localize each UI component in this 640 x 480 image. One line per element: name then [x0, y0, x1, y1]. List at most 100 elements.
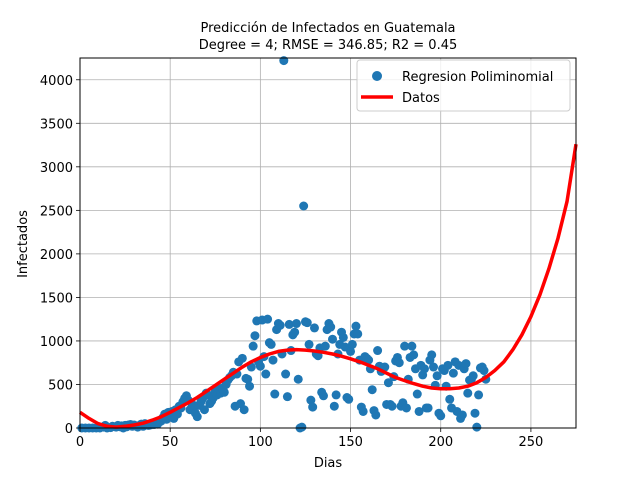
data-point — [401, 403, 411, 413]
data-point — [414, 406, 424, 416]
data-point — [331, 390, 341, 400]
x-tick-label: 250 — [518, 435, 543, 450]
data-point — [419, 364, 429, 374]
data-point — [445, 394, 455, 404]
data-point — [367, 385, 377, 395]
data-point — [263, 314, 273, 324]
data-point — [284, 319, 294, 329]
data-point — [346, 346, 356, 356]
plot-area: 0 50 100 150 200 250 0 500 1000 1500 2000 2500 3000… — [40, 56, 578, 450]
y-tick-label: 1000 — [40, 335, 73, 350]
legend-label-curve: Datos — [402, 91, 440, 106]
data-point — [318, 391, 328, 401]
data-point — [290, 327, 300, 337]
data-point — [463, 388, 473, 398]
data-point — [479, 366, 489, 376]
grid — [79, 58, 576, 429]
data-point — [394, 358, 404, 368]
data-point — [358, 406, 368, 416]
data-point — [353, 329, 363, 339]
y-tick-label: 4000 — [40, 74, 73, 89]
data-point — [275, 320, 285, 330]
data-point — [470, 408, 480, 418]
x-tick-label: 0 — [76, 435, 84, 450]
x-tick-label: 100 — [248, 435, 273, 450]
data-point — [468, 371, 478, 381]
x-tick-label: 150 — [338, 435, 363, 450]
data-point — [351, 321, 361, 331]
data-point — [387, 401, 397, 411]
data-point — [261, 369, 271, 379]
data-point — [423, 403, 433, 413]
data-point — [326, 322, 336, 332]
y-tick-label: 2500 — [40, 204, 73, 219]
data-point — [407, 341, 417, 351]
y-tick-label: 1500 — [40, 291, 73, 306]
data-point — [270, 389, 280, 399]
y-tick-label: 3500 — [40, 117, 73, 132]
data-point — [443, 360, 453, 370]
legend-box — [356, 59, 571, 112]
data-point — [248, 341, 258, 351]
data-point — [239, 405, 249, 415]
data-point — [347, 339, 357, 349]
data-point — [474, 390, 484, 400]
y-tick-label: 2000 — [40, 248, 73, 263]
legend: Regresion Poliminomial Datos — [356, 59, 571, 112]
chart-title-line1: Predicción de Infectados en Guatemala — [200, 21, 455, 36]
data-point — [364, 355, 374, 365]
data-point — [245, 381, 255, 391]
data-point — [291, 319, 301, 329]
data-point — [457, 410, 467, 420]
x-tick-label: 200 — [428, 435, 453, 450]
y-tick-label: 3000 — [40, 161, 73, 176]
data-point — [409, 350, 419, 360]
data-point — [293, 374, 303, 384]
data-point — [306, 395, 316, 405]
data-point — [427, 350, 437, 360]
fit-curve-line — [79, 143, 578, 429]
data-point — [328, 334, 338, 344]
data-point — [250, 331, 260, 341]
data-point — [302, 318, 312, 328]
data-point — [412, 389, 422, 399]
y-axis-label: Infectados — [16, 210, 31, 278]
data-point — [219, 387, 229, 397]
data-point — [371, 410, 381, 420]
curve-series — [79, 143, 578, 429]
data-point — [308, 402, 318, 412]
data-point — [268, 355, 278, 365]
axes-frame — [79, 57, 577, 429]
data-point — [429, 362, 439, 372]
y-axis-ticks: 0 500 1000 1500 2000 2500 3000 3500 4000 — [40, 74, 80, 437]
data-point — [297, 422, 307, 432]
data-point — [400, 341, 410, 351]
data-point — [255, 361, 265, 371]
data-point — [448, 368, 458, 378]
data-point — [192, 412, 202, 422]
y-tick-label: 0 — [65, 422, 73, 437]
data-point — [461, 359, 471, 369]
data-point — [281, 369, 291, 379]
data-point — [338, 332, 348, 342]
data-point — [243, 374, 253, 384]
x-tick-label: 50 — [162, 435, 179, 450]
legend-marker-scatter — [372, 71, 382, 81]
data-point — [282, 392, 292, 402]
data-point — [299, 201, 309, 211]
legend-label-scatter: Regresion Poliminomial — [402, 70, 553, 85]
data-point — [304, 339, 314, 349]
data-point — [472, 422, 482, 432]
x-axis-ticks: 0 50 100 150 200 250 — [76, 428, 543, 450]
data-point — [309, 323, 319, 333]
data-point — [237, 353, 247, 363]
data-point — [436, 411, 446, 421]
data-point — [383, 378, 393, 388]
data-point — [373, 346, 383, 356]
data-point — [279, 56, 289, 66]
data-point — [432, 371, 442, 381]
data-point — [320, 341, 330, 351]
data-point — [344, 394, 354, 404]
chart-title-line2: Degree = 4; RMSE = 346.85; R2 = 0.45 — [199, 38, 458, 53]
